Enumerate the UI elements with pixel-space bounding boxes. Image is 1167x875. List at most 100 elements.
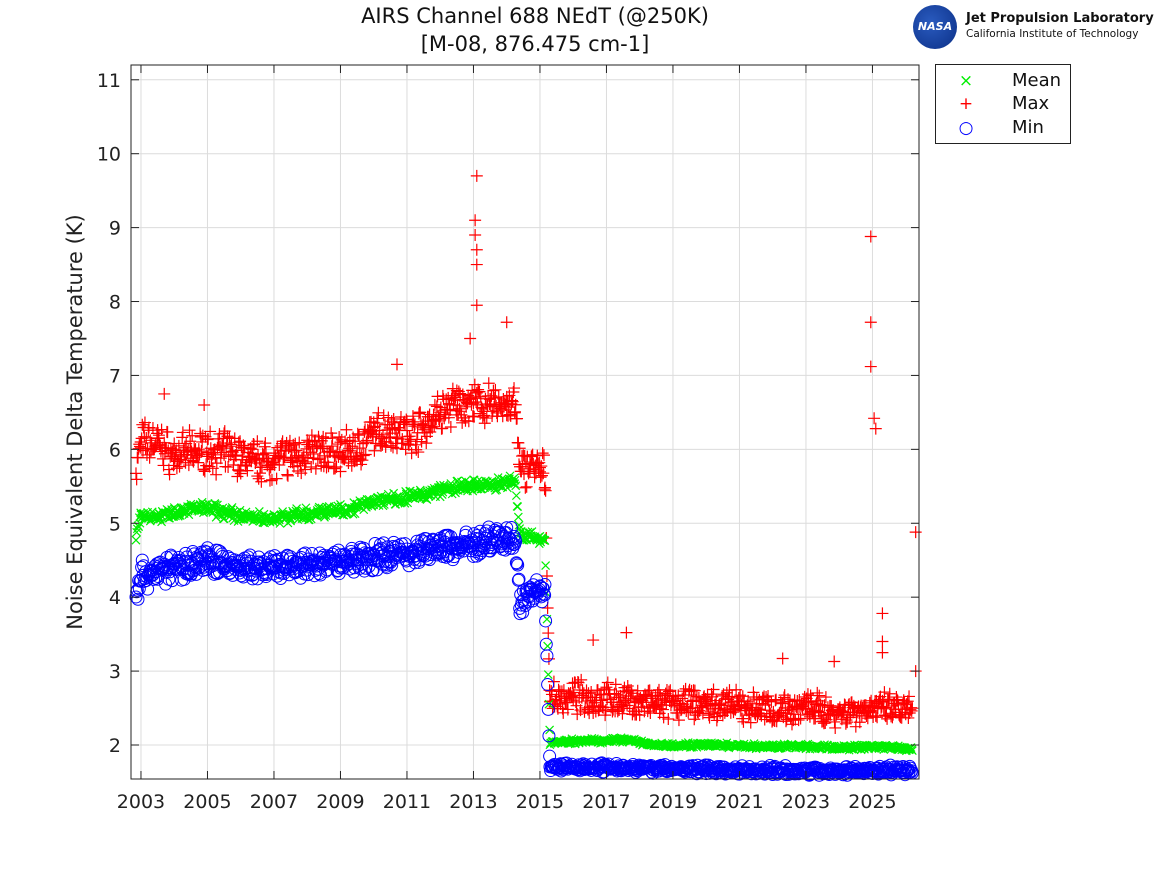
marker-max-outlier bbox=[864, 360, 877, 373]
marker-max-outlier bbox=[470, 258, 483, 271]
marker-min bbox=[511, 558, 525, 572]
marker-max bbox=[291, 465, 304, 478]
marker-min bbox=[538, 588, 552, 602]
marker-max bbox=[535, 469, 548, 482]
marker-max bbox=[781, 693, 794, 706]
marker-max bbox=[533, 456, 546, 469]
x-tick-label: 2007 bbox=[250, 791, 298, 813]
circle-marker-icon: ○ bbox=[958, 118, 974, 138]
marker-max bbox=[231, 470, 244, 483]
marker-max bbox=[311, 453, 324, 466]
x-tick-label: 2019 bbox=[649, 791, 697, 813]
marker-max bbox=[254, 467, 267, 480]
marker-mean bbox=[511, 481, 521, 491]
marker-min bbox=[421, 552, 435, 566]
marker-max bbox=[898, 696, 911, 709]
marker-max bbox=[385, 439, 398, 452]
marker-max bbox=[259, 437, 272, 450]
marker-max bbox=[322, 460, 335, 473]
marker-max bbox=[334, 465, 347, 478]
marker-max bbox=[747, 686, 760, 699]
marker-max bbox=[203, 460, 216, 473]
marker-max bbox=[572, 676, 585, 689]
marker-max bbox=[210, 468, 223, 481]
marker-mean bbox=[131, 535, 141, 545]
marker-max bbox=[428, 398, 441, 411]
marker-max bbox=[474, 390, 487, 403]
jpl-logo: NASA Jet Propulsion Laboratory Californi… bbox=[913, 5, 1163, 49]
marker-min bbox=[512, 572, 526, 586]
marker-max bbox=[704, 705, 717, 718]
marker-max bbox=[359, 448, 372, 461]
marker-min bbox=[129, 590, 143, 604]
marker-max bbox=[368, 444, 381, 457]
marker-max-outlier bbox=[198, 399, 211, 411]
marker-max bbox=[192, 456, 205, 469]
x-tick-label: 2015 bbox=[516, 791, 564, 813]
marker-max bbox=[843, 711, 856, 724]
marker-max bbox=[625, 683, 638, 696]
marker-max-outlier bbox=[869, 422, 882, 435]
marker-max bbox=[650, 700, 663, 713]
marker-max bbox=[454, 387, 467, 400]
marker-max bbox=[520, 480, 533, 493]
marker-max bbox=[372, 406, 385, 419]
marker-max bbox=[136, 418, 149, 431]
marker-max bbox=[772, 709, 785, 722]
marker-max bbox=[371, 417, 384, 430]
marker-min bbox=[301, 568, 315, 582]
marker-max bbox=[769, 694, 782, 707]
marker-mean bbox=[510, 479, 520, 489]
marker-max bbox=[255, 475, 268, 488]
marker-max bbox=[537, 449, 550, 462]
marker-max bbox=[432, 412, 445, 425]
marker-max bbox=[904, 703, 917, 716]
marker-max-outlier bbox=[620, 626, 633, 639]
marker-max bbox=[524, 458, 537, 471]
marker-min bbox=[151, 570, 165, 584]
marker-max bbox=[273, 458, 286, 471]
marker-max bbox=[349, 435, 362, 448]
marker-max bbox=[278, 451, 291, 464]
marker-max bbox=[223, 431, 236, 444]
marker-min bbox=[500, 521, 514, 535]
marker-max bbox=[176, 431, 189, 444]
marker-min bbox=[518, 599, 532, 613]
marker-max bbox=[281, 469, 294, 482]
marker-max bbox=[325, 427, 338, 440]
chart-subtitle: [M-08, 876.475 cm-1] bbox=[420, 32, 650, 56]
marker-max bbox=[410, 443, 423, 456]
marker-max bbox=[844, 708, 857, 721]
marker-max bbox=[588, 696, 601, 709]
marker-min bbox=[135, 553, 149, 567]
marker-min bbox=[516, 606, 530, 620]
marker-max bbox=[542, 652, 555, 665]
marker-max bbox=[381, 424, 394, 437]
legend-item-min: ○ Min bbox=[936, 116, 1070, 140]
marker-mean bbox=[157, 517, 167, 527]
marker-max bbox=[199, 430, 212, 443]
marker-max bbox=[371, 412, 384, 425]
marker-max bbox=[480, 412, 493, 425]
marker-max-outlier bbox=[469, 214, 482, 227]
marker-max bbox=[885, 700, 898, 713]
x-tick-label: 2011 bbox=[383, 791, 431, 813]
marker-max bbox=[396, 437, 409, 450]
marker-min bbox=[343, 562, 357, 576]
marker-max bbox=[456, 416, 469, 429]
marker-max-outlier bbox=[876, 646, 889, 659]
marker-max bbox=[194, 427, 207, 440]
marker-max bbox=[156, 452, 169, 465]
marker-mean bbox=[513, 502, 523, 512]
marker-max bbox=[390, 442, 403, 455]
marker-min bbox=[381, 555, 395, 569]
y-tick-label: 7 bbox=[109, 365, 121, 387]
marker-max bbox=[575, 673, 588, 686]
marker-min bbox=[541, 677, 555, 691]
marker-max bbox=[672, 714, 685, 727]
marker-max bbox=[131, 451, 144, 464]
marker-max bbox=[263, 463, 276, 476]
marker-max bbox=[304, 446, 317, 459]
marker-max bbox=[538, 481, 551, 494]
